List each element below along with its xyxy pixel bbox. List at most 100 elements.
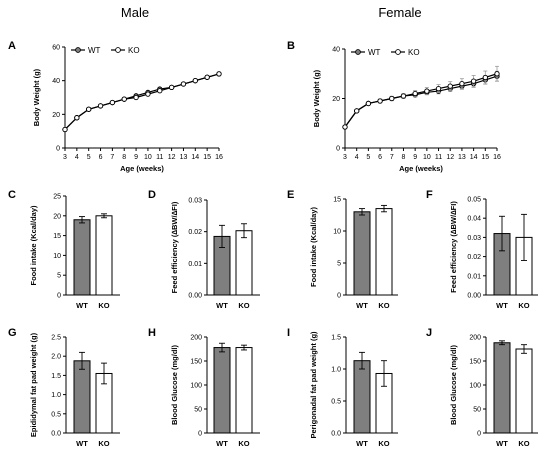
x-tick-label: 9 (413, 154, 417, 161)
chart-panel-g: 0.0 0.5 1.0 1.5 2.0 2.5 Epididymal fat pad wei… (29, 332, 120, 448)
x-tick-label: 12 (446, 154, 454, 161)
y-tick-label: 0 (336, 146, 340, 153)
x-tick-label: 16 (493, 154, 501, 161)
y-tick-label: 0.0 (51, 431, 61, 438)
category-label-wt: WT (496, 301, 508, 310)
bar-ko (375, 208, 393, 296)
panel-letter-i: I (287, 327, 290, 339)
y-tick-label: 25 (53, 194, 61, 201)
y-tick-label: 0 (477, 431, 481, 438)
legend-marker-wt (355, 49, 361, 55)
data-point-ko (412, 90, 418, 97)
x-tick-label: 10 (144, 154, 152, 161)
x-tick-label: 11 (435, 154, 442, 161)
y-axis-label: Epididymal fat pad weight (g) (29, 332, 38, 437)
column-title-female: Female (378, 5, 421, 20)
category-label-wt: WT (76, 301, 88, 310)
data-point-ko (354, 108, 360, 114)
bar-ko (235, 230, 253, 296)
y-tick-label: 200 (190, 335, 202, 342)
y-tick-label: 1.5 (331, 335, 341, 342)
legend-label-wt: WT (88, 46, 101, 55)
y-tick-label: 0.5 (331, 399, 341, 406)
x-tick-label: 10 (423, 154, 431, 161)
category-label-ko: KO (378, 301, 389, 310)
data-point-ko (62, 126, 68, 133)
panel-letter-f: F (426, 189, 433, 201)
x-tick-label: 11 (156, 154, 163, 161)
y-axis-label: Feed efficiency (∆BW/∆FI) (170, 201, 179, 293)
y-axis-label: Blood Glucose (mg/dl) (170, 344, 179, 425)
y-tick-label: 150 (469, 359, 481, 366)
data-point-ko (400, 93, 407, 99)
chart-panel-h: 0 50 100 150 200 Blood Glucose (mg/dl) WT KO (170, 335, 260, 448)
y-tick-label: 50 (473, 407, 481, 414)
y-tick-label: 2.0 (51, 354, 61, 361)
data-point-ko (121, 96, 127, 102)
data-point-ko (109, 99, 116, 106)
y-tick-label: 0.5 (51, 411, 61, 418)
y-tick-label: 0.01 (467, 273, 481, 280)
y-tick-label: 5 (57, 273, 61, 280)
panel-letter-g: G (8, 327, 17, 339)
y-tick-label: 0.05 (467, 197, 481, 204)
category-label-ko: KO (518, 439, 529, 448)
chart-panel-d: 0.00 0.01 0.02 0.03 Feed efficiency (∆BW/∆FI… (170, 198, 260, 310)
legend-label-wt: WT (368, 48, 381, 57)
bar-ko (235, 347, 253, 434)
x-tick-label: 15 (203, 154, 211, 161)
y-axis-label: Body Weight (g) (32, 68, 41, 126)
y-tick-label: 150 (190, 359, 202, 366)
x-tick-label: 3 (63, 154, 67, 161)
panel-letter-j: J (426, 327, 432, 339)
x-tick-label: 4 (75, 154, 79, 161)
data-point-ko (342, 124, 348, 130)
y-tick-label: 0.03 (188, 198, 202, 205)
y-tick-label: 5 (337, 261, 341, 268)
data-point-ko (133, 94, 139, 101)
legend-label-ko: KO (408, 48, 420, 57)
bar-wt (353, 360, 371, 434)
data-point-ko (365, 100, 372, 107)
category-label-wt: WT (496, 439, 508, 448)
y-axis-label: Food intake (Kcal/day) (309, 206, 318, 287)
data-point-ko (86, 106, 92, 112)
x-tick-label: 15 (481, 154, 489, 161)
bar-wt (493, 342, 511, 434)
legend-marker-ko (115, 47, 121, 53)
data-point-ko (168, 84, 175, 91)
panel-letter-c: C (8, 189, 16, 201)
chart-panel-a: 0 20 40 60 Body Weight (g) 3 4 5 6 7 8 9 10 11 12 13 14 1… (32, 45, 223, 174)
legend-marker-wt (75, 47, 81, 53)
bar-wt (213, 347, 231, 434)
data-point-ko (204, 74, 210, 80)
panel-letter-h: H (148, 327, 156, 339)
data-point-ko (74, 115, 80, 121)
category-label-ko: KO (238, 439, 249, 448)
chart-panel-i: 0.0 0.5 1.0 1.5 Perigonadal fat pad weight (… (309, 331, 398, 448)
y-axis-label: Perigonadal fat pad weight (g) (309, 331, 318, 439)
bar-ko (95, 215, 113, 296)
bar-wt (353, 211, 371, 296)
y-tick-label: 0.01 (188, 261, 202, 268)
y-tick-label: 60 (52, 45, 60, 52)
y-tick-label: 50 (194, 407, 202, 414)
y-tick-label: 2.5 (51, 335, 61, 342)
legend-marker-ko (395, 49, 401, 55)
x-tick-label: 7 (390, 154, 394, 161)
category-label-ko: KO (98, 439, 109, 448)
x-tick-label: 8 (402, 154, 406, 161)
data-point-ko (389, 95, 395, 102)
bar-ko (515, 348, 533, 434)
y-tick-label: 100 (190, 383, 202, 390)
y-tick-label: 0 (56, 146, 60, 153)
category-label-wt: WT (216, 439, 228, 448)
data-point-ko (216, 71, 222, 77)
y-axis-label: Feed efficiency (∆BW/∆FI) (449, 201, 458, 293)
x-tick-label: 5 (87, 154, 91, 161)
y-tick-label: 0.00 (188, 293, 202, 300)
y-tick-label: 0.02 (188, 229, 202, 236)
y-axis-label: Food intake (Kcal/day) (29, 205, 38, 286)
